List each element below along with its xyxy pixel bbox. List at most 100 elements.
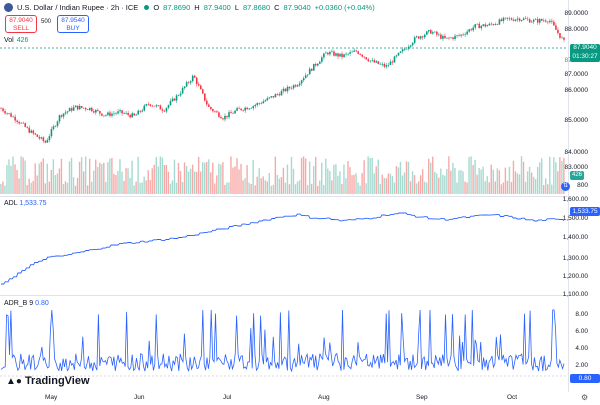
candle-body [298,83,301,86]
panel-separator[interactable] [0,295,568,296]
candle-body [204,93,206,101]
volume-bar [314,156,317,194]
candle-body [99,110,101,114]
volume-bar [236,158,238,194]
candle-body [40,137,43,139]
volume-bar [500,184,503,194]
candle-body [563,37,565,40]
volume-bar [48,181,51,194]
candle-body [95,109,97,113]
buy-button[interactable]: 87.9540 BUY [57,15,89,33]
volume-legend[interactable]: Vol 426 [4,37,28,44]
volume-bar [452,162,454,194]
candle-body [458,35,460,36]
candle-body [111,113,113,116]
candle-body [2,108,4,112]
volume-bar [337,175,339,194]
volume-bar [541,158,543,194]
candle-body [220,116,222,119]
open-value: 87.8690 [163,3,191,12]
candle-body [74,105,77,108]
volume-bar [516,173,519,194]
candle-body [310,68,313,71]
candle-body [46,139,49,143]
candle-body [165,107,168,112]
volume-bar [270,185,273,194]
volume-bar [62,183,65,194]
candle-body [256,103,259,105]
volume-bar [240,163,242,194]
candle-body [264,100,267,102]
volume-bar [536,167,539,194]
volume-bar [323,185,325,194]
volume-bar [66,182,69,194]
candle-body [401,49,404,52]
volume-bar [549,156,551,194]
settings-gear-icon[interactable]: ⚙ [581,393,589,402]
candle-body [22,122,24,124]
volume-bar [371,157,373,194]
candle-body [498,19,501,25]
candle-body [238,108,240,109]
volume-bar [141,182,143,194]
volume-bar [335,164,337,194]
volume-bar [8,159,10,194]
volume-bar [204,162,206,194]
candle-body [504,17,507,19]
candle-body [478,23,481,29]
volume-bar [266,181,268,194]
volume-value: 426 [16,37,29,44]
adrb-tick: 8.00 [575,311,588,318]
volume-bar [151,168,153,194]
volume-bar [278,178,281,194]
price-tick: 89.0000 [564,10,589,17]
adl-legend[interactable]: ADL 1,533.75 [4,200,47,207]
volume-bar [0,183,2,194]
candle-body [282,88,285,92]
buy-price: 87.9540 [61,17,85,24]
market-status-icon [144,5,150,10]
low-value: 87.8680 [243,3,271,12]
tradingview-logo[interactable]: ▲● TradingView [6,375,90,387]
candle-body [103,115,105,117]
volume-bar [26,185,28,194]
volume-bar [201,162,204,194]
candle-body [559,33,561,38]
candle-body [353,50,355,52]
volume-bar [248,182,250,194]
candle-body [466,31,468,35]
candle-body [355,50,357,52]
volume-bar [197,156,200,194]
volume-bar [105,181,107,194]
adrb-legend[interactable]: ADR_B 9 0.80 [4,300,49,307]
sell-button[interactable]: 87.9040 SELL [5,15,37,33]
candle-body [117,111,119,114]
collapse-icon[interactable]: ⇅ [561,182,570,191]
volume-bars [0,156,565,194]
candle-body [325,52,327,54]
volume-bar [42,158,44,194]
candle-body [189,81,192,83]
volume-bar [543,185,545,194]
candle-body [415,36,418,38]
candle-body [510,18,513,20]
symbol-title[interactable]: U.S. Dollar / Indian Rupee · 2h · ICE [17,3,139,12]
panel-separator[interactable] [0,196,568,197]
volume-bar [553,157,555,194]
candle-body [266,98,269,101]
volume-bar [80,157,83,194]
adrb-param: 9 [29,300,34,307]
candle-body [543,20,545,22]
volume-bar [444,175,446,194]
volume-bar [282,167,285,194]
candle-body [395,55,398,57]
candle-body [518,18,521,21]
open-label: O [153,3,160,12]
volume-bar [220,164,222,194]
volume-bar [534,179,537,194]
date-tick: May [45,394,58,401]
volume-bar [357,182,359,194]
candle-body [397,52,400,56]
